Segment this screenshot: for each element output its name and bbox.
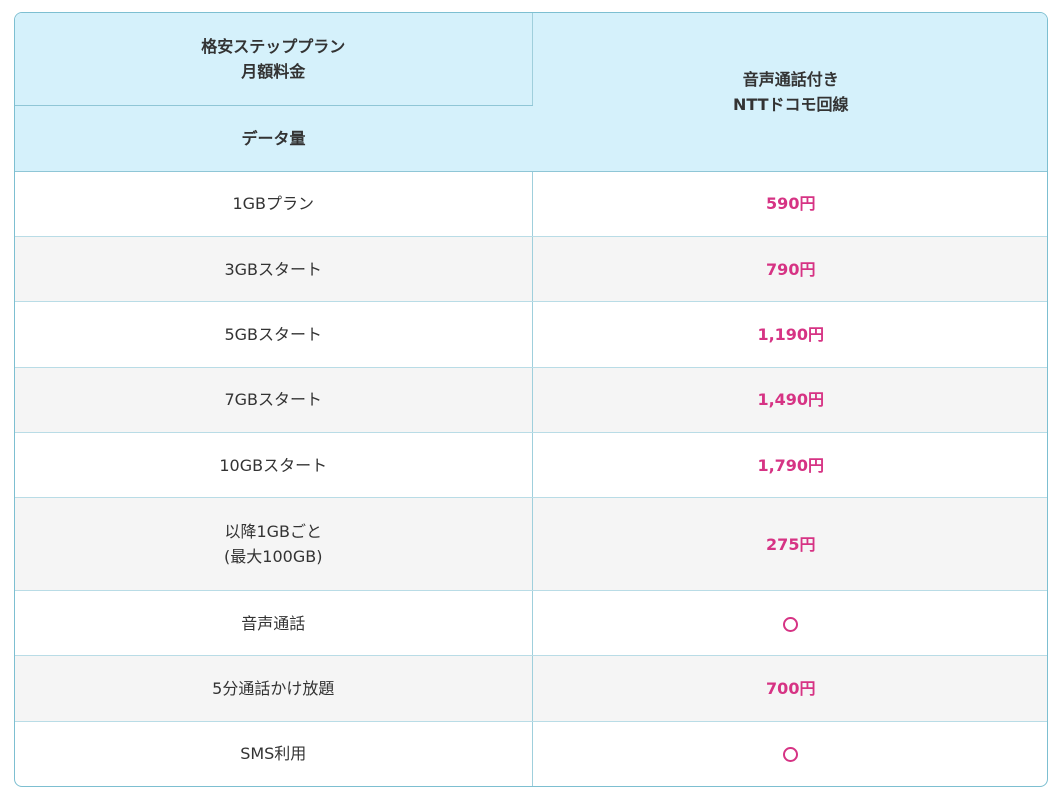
row-label: 10GBスタート bbox=[15, 432, 533, 499]
row-label: 3GBスタート bbox=[15, 236, 533, 303]
row-label: 1GBプラン bbox=[15, 171, 533, 238]
table-row: 3GBスタート 790円 bbox=[15, 236, 1047, 303]
table-row: SMS利用 bbox=[15, 720, 1047, 786]
table-row: 5分通話かけ放題 700円 bbox=[15, 655, 1047, 722]
row-label-line2: (最大100GB) bbox=[224, 547, 323, 567]
table-row: 音声通話 bbox=[15, 589, 1047, 657]
row-label: 7GBスタート bbox=[15, 367, 533, 434]
row-price: 790円 bbox=[532, 236, 1047, 303]
header-row: 格安ステッププラン 月額料金 音声通話付き NTTドコモ回線 bbox=[15, 13, 1047, 172]
circle-mark-icon bbox=[783, 747, 799, 763]
row-price: 700円 bbox=[532, 655, 1047, 722]
pricing-table-container: 格安ステッププラン 月額料金 音声通話付き NTTドコモ回線 データ量 1GBプ… bbox=[14, 12, 1048, 787]
row-label: SMS利用 bbox=[15, 720, 533, 786]
row-availability bbox=[532, 720, 1047, 786]
row-availability bbox=[532, 589, 1047, 657]
table-row: 以降1GBごと (最大100GB) 275円 bbox=[15, 497, 1047, 591]
table-row: 1GBプラン 590円 bbox=[15, 171, 1047, 238]
row-price: 1,790円 bbox=[532, 432, 1047, 499]
header-monthly-fee: 月額料金 bbox=[241, 62, 306, 82]
header-data-amount: データ量 bbox=[15, 105, 532, 172]
table-row: 5GBスタート 1,190円 bbox=[15, 301, 1047, 368]
row-label-line1: 以降1GBごと bbox=[224, 522, 323, 542]
header-plan-fee: 格安ステッププラン 月額料金 bbox=[15, 13, 533, 107]
row-label: 以降1GBごと (最大100GB) bbox=[15, 497, 533, 591]
row-label: 5GBスタート bbox=[15, 301, 533, 368]
row-label: 音声通話 bbox=[15, 589, 533, 657]
row-price: 1,490円 bbox=[532, 367, 1047, 434]
header-plan-name: 格安ステッププラン bbox=[201, 37, 346, 57]
row-price: 1,190円 bbox=[532, 301, 1047, 368]
circle-mark-icon bbox=[783, 616, 799, 632]
row-price: 275円 bbox=[532, 497, 1047, 591]
header-row-data: データ量 bbox=[15, 105, 1047, 172]
table-row: 7GBスタート 1,490円 bbox=[15, 367, 1047, 434]
header-voice-docomo: 音声通話付き NTTドコモ回線 bbox=[532, 13, 1047, 172]
pricing-table: 格安ステッププラン 月額料金 音声通話付き NTTドコモ回線 データ量 1GBプ… bbox=[15, 13, 1047, 786]
header-network-label: NTTドコモ回線 bbox=[732, 94, 849, 114]
header-voice-label: 音声通話付き bbox=[742, 69, 839, 89]
table-row: 10GBスタート 1,790円 bbox=[15, 432, 1047, 499]
row-price: 590円 bbox=[532, 171, 1047, 238]
row-label: 5分通話かけ放題 bbox=[15, 655, 533, 722]
